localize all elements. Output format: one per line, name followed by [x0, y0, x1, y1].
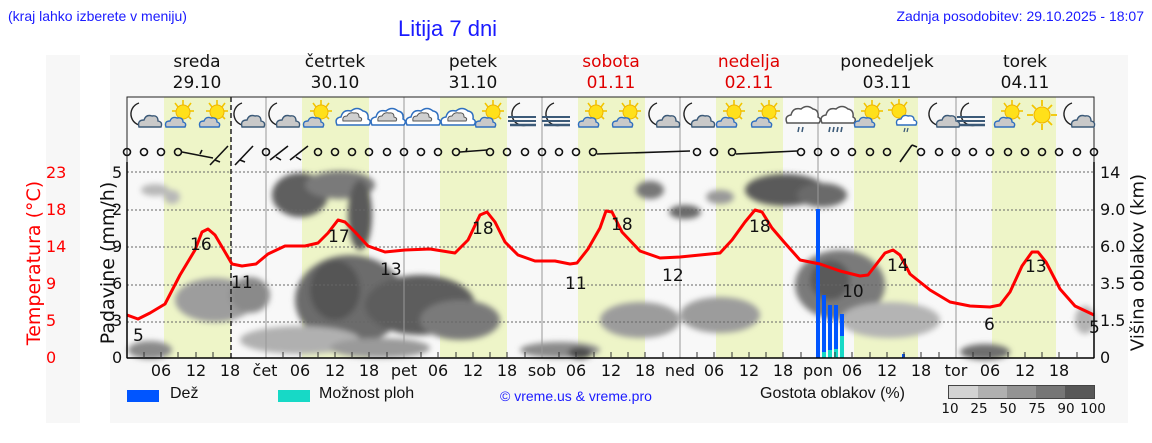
rain-legend-label: Dež — [170, 385, 199, 402]
svg-text:11: 11 — [231, 273, 253, 293]
day-header: petek 31.10 — [448, 52, 498, 93]
x-tick: pon — [802, 361, 834, 380]
day-header-weekend: nedelja 02.11 — [717, 52, 781, 93]
cloud-density-tick: 90 — [1057, 401, 1075, 417]
x-tick: pet — [390, 361, 418, 380]
cloud-density-tick: 75 — [1028, 401, 1046, 417]
svg-text:12: 12 — [662, 266, 684, 286]
x-tick: 12 — [600, 361, 622, 380]
cloud-density-tick: 25 — [970, 401, 988, 417]
showers-legend-label: Možnost ploh — [319, 385, 415, 402]
x-tick: 12 — [185, 361, 207, 380]
precip-bars — [816, 209, 905, 358]
cloud-height-tick: 9.0 — [1100, 200, 1126, 219]
temperature-annotations: 5 16 11 17 13 18 11 18 12 18 10 14 6 13 … — [133, 215, 1100, 346]
cloud-density-tick: 100 — [1080, 401, 1106, 417]
x-tick: 12 — [1014, 361, 1036, 380]
svg-text:11: 11 — [565, 274, 587, 294]
cloud-height-tick: 0 — [1100, 348, 1111, 367]
svg-text:18: 18 — [611, 215, 633, 235]
last-update: Zadnja posodobitev: 29.10.2025 - 18:07 — [896, 8, 1144, 24]
x-tick: 06 — [289, 361, 311, 380]
x-tick: sob — [527, 361, 557, 380]
cloud-height-tick: 1.5 — [1100, 311, 1126, 330]
temperature-tick: 18 — [46, 200, 67, 219]
svg-text:10: 10 — [842, 282, 864, 302]
temperature-axis-title: Temperatura (°C) — [23, 180, 45, 346]
svg-text:18: 18 — [749, 217, 771, 237]
day-header-weekend: sobota 01.11 — [582, 52, 640, 93]
svg-text:14: 14 — [887, 256, 909, 276]
x-tick: 12 — [324, 361, 346, 380]
cloud-height-tick: 3.5 — [1100, 274, 1126, 293]
copyright-link[interactable]: © vreme.us & vreme.pro — [500, 388, 652, 404]
wind-row — [122, 144, 1099, 166]
x-tick: 18 — [358, 361, 380, 380]
day-header: četrtek 30.10 — [304, 52, 366, 93]
temperature-tick: 14 — [46, 237, 67, 256]
day-header: sreda 29.10 — [172, 52, 222, 93]
svg-text:18: 18 — [472, 219, 494, 239]
cloud-density-tick: 10 — [941, 401, 959, 417]
cloud-height-tick: 6.0 — [1100, 237, 1126, 256]
precip-tick: 9 — [112, 237, 123, 256]
svg-text:17: 17 — [328, 227, 350, 247]
temperature-axis-panel — [46, 55, 80, 423]
x-tick: 06 — [979, 361, 1001, 380]
x-tick: 06 — [703, 361, 725, 380]
x-tick: 18 — [772, 361, 794, 380]
x-tick: 12 — [738, 361, 760, 380]
svg-text:5: 5 — [133, 326, 144, 346]
svg-text:6: 6 — [984, 315, 995, 335]
cloud-density-tick: 50 — [999, 401, 1017, 417]
precip-tick: 2 — [112, 200, 123, 219]
svg-text:5: 5 — [1089, 318, 1100, 338]
temperature-tick: 9 — [46, 274, 57, 293]
x-tick: 06 — [150, 361, 172, 380]
x-tick: 18 — [634, 361, 656, 380]
gridlines — [127, 171, 1094, 323]
x-tick: 12 — [462, 361, 484, 380]
svg-text:16: 16 — [190, 235, 212, 255]
page-title: Litija 7 dni — [398, 16, 498, 41]
x-tick: 18 — [496, 361, 518, 380]
x-tick: 06 — [427, 361, 449, 380]
temperature-tick: 23 — [46, 163, 67, 182]
location-hint-link[interactable]: (kraj lahko izberete v meniju) — [8, 8, 187, 24]
temperature-tick: 5 — [46, 311, 57, 330]
temperature-tick: 0 — [46, 348, 57, 367]
cloud-height-axis-title: Višina oblakov (km) — [1127, 173, 1149, 352]
x-tick: 12 — [876, 361, 898, 380]
rain-legend-swatch — [127, 390, 159, 402]
x-tick: 06 — [565, 361, 587, 380]
svg-text:13: 13 — [1025, 257, 1047, 277]
precip-tick: 5 — [112, 163, 123, 182]
precip-tick: 3 — [112, 311, 123, 330]
x-tick: 06 — [841, 361, 863, 380]
showers-legend-swatch — [278, 390, 310, 402]
cloud-density-scale — [948, 385, 1095, 399]
x-tick: 18 — [219, 361, 241, 380]
cloud-height-tick: 14 — [1100, 163, 1121, 182]
x-tick: ned — [664, 361, 696, 380]
x-tick: čet — [252, 361, 278, 380]
temperature-line — [126, 208, 1095, 321]
cloud-density-legend-title: Gostota oblakov (%) — [760, 385, 905, 402]
x-tick: 18 — [910, 361, 932, 380]
precip-tick: 0 — [112, 348, 123, 367]
x-tick: 18 — [1048, 361, 1070, 380]
day-header: torek 04.11 — [1000, 52, 1050, 93]
x-ticks — [143, 352, 1078, 358]
day-header: ponedeljek 03.11 — [840, 52, 934, 93]
svg-text:13: 13 — [380, 260, 402, 280]
x-tick: tor — [944, 361, 968, 380]
precip-tick: 6 — [112, 274, 123, 293]
